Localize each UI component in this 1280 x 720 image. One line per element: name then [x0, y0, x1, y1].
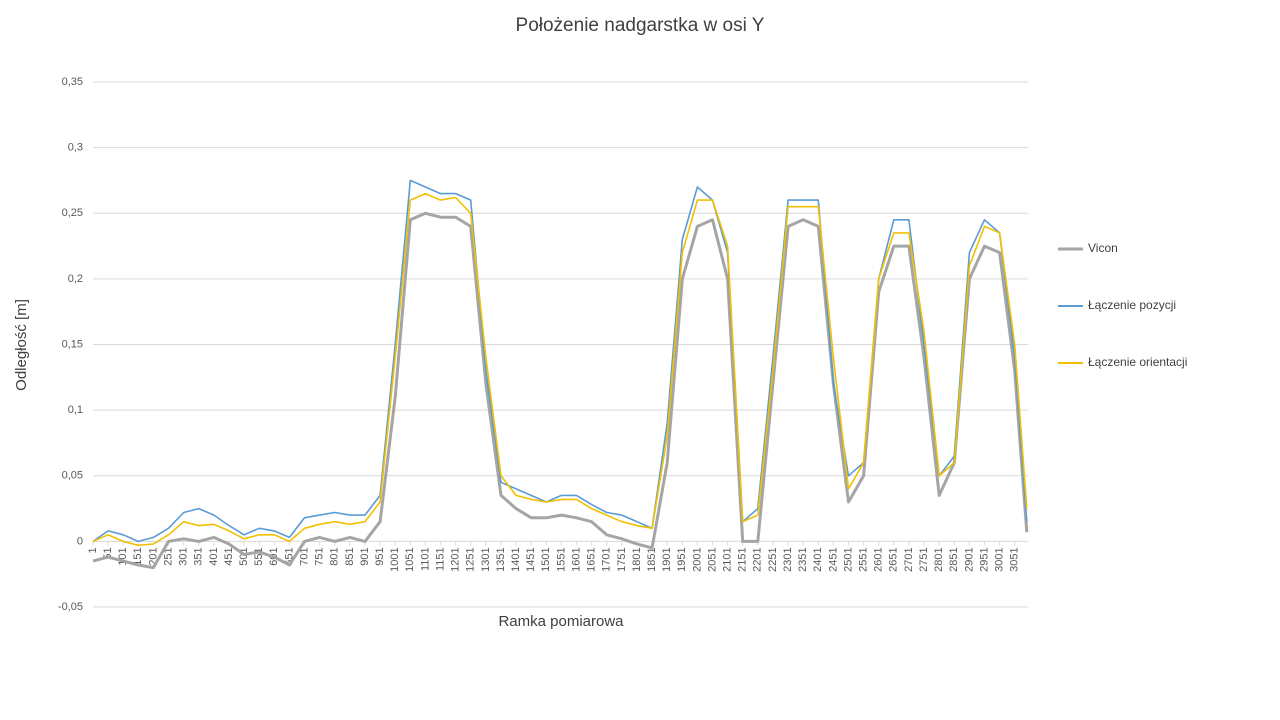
x-tick-label: 701: [298, 547, 310, 565]
x-tick-label: 1751: [616, 547, 628, 571]
x-tick-label: 2301: [782, 547, 794, 571]
x-tick-label: 1301: [480, 547, 492, 571]
x-tick-label: 2701: [903, 547, 915, 571]
x-tick-label: 551: [253, 547, 265, 565]
x-tick-label: 2001: [691, 547, 703, 571]
chart-title: Położenie nadgarstka w osi Y: [516, 15, 765, 36]
x-tick-label: 951: [374, 547, 386, 565]
y-tick-label: 0,15: [62, 338, 83, 350]
x-tick-label: 751: [314, 547, 326, 565]
x-tick-label: 2401: [812, 547, 824, 571]
x-tick-label: 3051: [1009, 547, 1021, 571]
y-tick-label: 0,35: [62, 76, 83, 88]
x-tick-label: 801: [329, 547, 341, 565]
x-tick-label: 2801: [933, 547, 945, 571]
x-tick-label: 1801: [631, 547, 643, 571]
x-tick-label: 2501: [842, 547, 854, 571]
x-tick-label: 1: [87, 547, 99, 553]
x-tick-label: 2851: [948, 547, 960, 571]
x-tick-label: 2101: [722, 547, 734, 571]
x-tick-label: 1601: [570, 547, 582, 571]
y-tick-label: 0,1: [68, 404, 83, 416]
x-tick-label: 2351: [797, 547, 809, 571]
x-tick-label: 2551: [858, 547, 870, 571]
x-tick-label: 1701: [601, 547, 613, 571]
x-tick-label: 2051: [706, 547, 718, 571]
x-tick-label: 1401: [510, 547, 522, 571]
series-line: [92, 179, 1028, 543]
x-tick-label: 2601: [873, 547, 885, 571]
legend-label: Vicon: [1088, 241, 1118, 255]
x-tick-label: 1851: [646, 547, 658, 571]
x-tick-label: 401: [208, 547, 220, 565]
x-tick-label: 2251: [767, 547, 779, 571]
x-tick-label: 2651: [888, 547, 900, 571]
x-tick-label: 2151: [737, 547, 749, 571]
y-tick-label: 0,25: [62, 207, 83, 219]
series-line: [92, 211, 1029, 570]
x-tick-label: 2901: [963, 547, 975, 571]
y-tick-label: 0,05: [62, 470, 83, 482]
x-tick-label: 1051: [404, 547, 416, 571]
x-tick-label: 901: [359, 547, 371, 565]
x-tick-label: 1201: [450, 547, 462, 571]
x-tick-label: 151: [132, 547, 144, 565]
x-tick-label: 1551: [555, 547, 567, 571]
x-tick-label: 851: [344, 547, 356, 565]
y-tick-label: 0,3: [68, 142, 83, 154]
x-tick-label: 301: [178, 547, 190, 565]
x-tick-label: 2951: [978, 547, 990, 571]
x-tick-label: 1651: [586, 547, 598, 571]
x-axis-title: Ramka pomiarowa: [498, 613, 624, 630]
legend-label: Łączenie pozycji: [1088, 298, 1176, 312]
x-tick-label: 1951: [676, 547, 688, 571]
x-tick-label: 1101: [419, 547, 431, 571]
x-tick-label: 1001: [389, 547, 401, 571]
x-tick-label: 251: [162, 547, 174, 565]
x-tick-label: 2751: [918, 547, 930, 571]
x-tick-label: 3001: [993, 547, 1005, 571]
x-tick-label: 2451: [827, 547, 839, 571]
x-tick-label: 351: [193, 547, 205, 565]
y-axis-title: Odległość [m]: [13, 299, 30, 391]
series-line: [92, 192, 1028, 547]
x-tick-label: 1251: [465, 547, 477, 571]
x-tick-label: 1351: [495, 547, 507, 571]
x-tick-label: 1501: [540, 547, 552, 571]
x-tick-label: 1151: [434, 547, 446, 571]
x-tick-label: 2201: [752, 547, 764, 571]
x-tick-label: 1901: [661, 547, 673, 571]
x-tick-label: 1451: [525, 547, 537, 571]
y-tick-label: 0,2: [68, 273, 83, 285]
y-tick-label: -0,05: [58, 601, 83, 613]
y-tick-label: 0: [77, 535, 83, 547]
legend-label: Łączenie orientacji: [1088, 355, 1187, 369]
x-tick-label: 451: [223, 547, 235, 565]
